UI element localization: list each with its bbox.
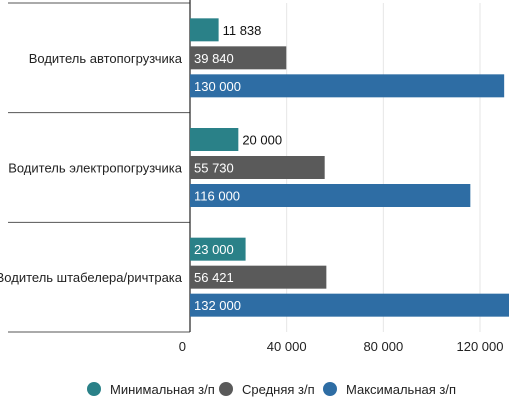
data-label: 39 840 (194, 51, 234, 66)
bar (190, 156, 325, 179)
data-label: 132 000 (194, 298, 241, 313)
data-label: 23 000 (194, 242, 234, 257)
bar (190, 128, 239, 151)
x-tick-label: 80 000 (363, 339, 403, 354)
category-label: Водитель автопогрузчика (29, 51, 183, 66)
legend-label: Минимальная з/п (110, 382, 215, 397)
category-label: Водитель электропогрузчика (8, 161, 183, 176)
data-label: 20 000 (242, 133, 282, 148)
bar (190, 265, 327, 289)
legend-label: Средняя з/п (242, 382, 315, 397)
legend-marker (219, 382, 233, 396)
bar (190, 237, 246, 261)
x-tick-label: 120 000 (457, 339, 504, 354)
data-label: 11 838 (223, 23, 262, 38)
bar (190, 293, 509, 317)
data-label: 130 000 (194, 79, 241, 94)
x-tick-label: 0 (179, 339, 186, 354)
bar (190, 18, 219, 42)
category-label: Водитель штабелера/ричтрака (0, 270, 183, 285)
legend-label: Максимальная з/п (346, 382, 456, 397)
data-label: 116 000 (194, 189, 240, 204)
data-label: 55 730 (194, 161, 234, 176)
legend-marker (323, 382, 337, 396)
bar (190, 46, 287, 70)
bar (190, 184, 471, 207)
x-tick-label: 40 000 (267, 339, 307, 354)
data-label: 56 421 (194, 270, 234, 285)
legend-marker (87, 382, 101, 396)
bar (190, 74, 505, 98)
